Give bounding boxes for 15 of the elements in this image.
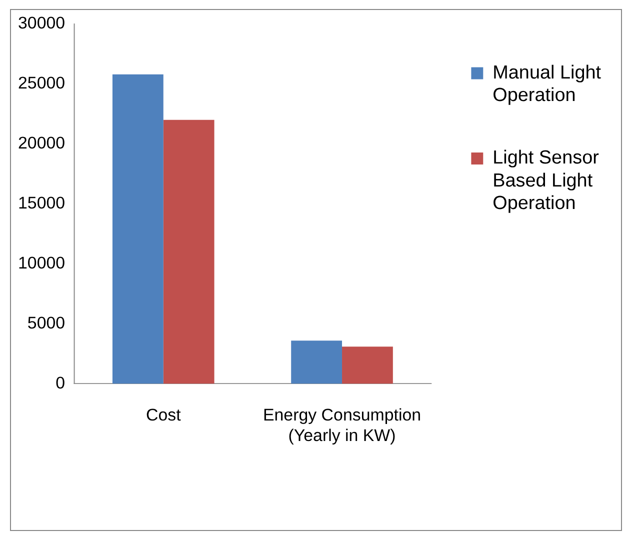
x-tick-label: Energy Consumption (Yearly in KW): [262, 406, 422, 445]
bar: [291, 340, 342, 384]
bar: [163, 120, 214, 384]
y-tick-label: 20000: [18, 134, 66, 153]
bar: [112, 74, 164, 384]
y-tick-label: 5000: [27, 313, 66, 332]
y-tick-label: 25000: [18, 74, 66, 93]
y-tick-label: 10000: [18, 254, 66, 272]
legend-label: Manual Light Operation: [492, 62, 602, 106]
x-tick-label: Cost: [146, 406, 182, 425]
y-tick-label: 30000: [18, 14, 66, 33]
legend-label: Light Sensor Based Light Operation: [492, 148, 599, 214]
y-tick-label: 15000: [18, 194, 66, 213]
bar: [342, 346, 393, 384]
y-tick-label: 0: [56, 373, 66, 392]
